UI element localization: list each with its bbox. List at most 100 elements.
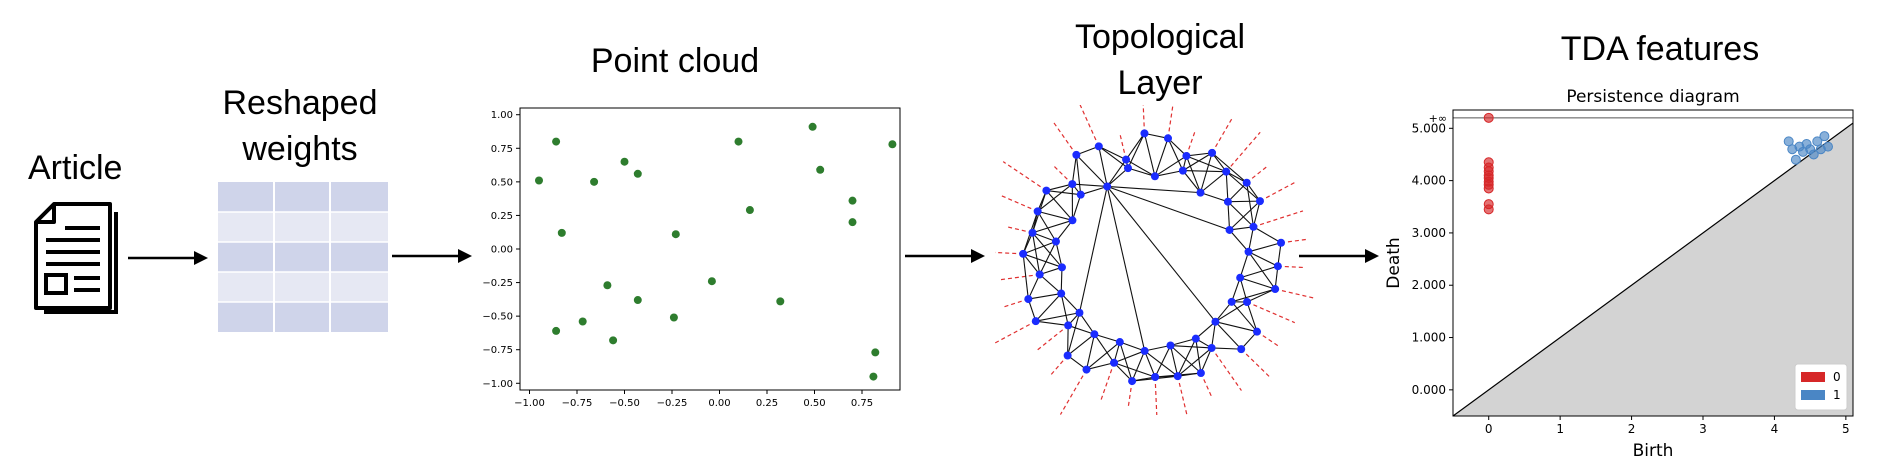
graph-edge xyxy=(1211,321,1216,349)
graph-edge xyxy=(1035,312,1080,322)
graph-edge xyxy=(1227,200,1260,203)
graph-edge xyxy=(1200,347,1213,374)
graph-edge xyxy=(1046,190,1081,196)
dashed-ray xyxy=(1200,372,1213,399)
plot-frame xyxy=(1452,109,1854,417)
scatter-point xyxy=(745,206,754,215)
graph-edge xyxy=(1144,344,1171,352)
graph-edge xyxy=(1246,182,1255,227)
y-tick-label: −0.25 xyxy=(482,278,513,289)
scatter-point xyxy=(848,218,857,227)
y-tick-label: −1.00 xyxy=(482,379,513,390)
graph-node xyxy=(1123,164,1132,173)
graph-edge xyxy=(1253,226,1282,244)
graph-node xyxy=(1163,134,1172,143)
dashed-ray xyxy=(1177,376,1188,415)
graph-edge xyxy=(1200,192,1229,203)
scatter-point xyxy=(633,169,642,178)
graph-edge xyxy=(1075,154,1108,187)
scatter-point xyxy=(557,228,566,237)
y-tick-label: 0.75 xyxy=(491,144,513,155)
graph-edge xyxy=(1107,185,1230,231)
x-tick-label: 0.75 xyxy=(851,398,873,409)
x-tick-label: 0.00 xyxy=(708,398,730,409)
graph-edge xyxy=(1032,219,1073,234)
graph-edge xyxy=(1106,167,1129,187)
graph-edge xyxy=(1113,362,1133,382)
x-tick-label: −1.00 xyxy=(514,398,545,409)
dashed-ray xyxy=(995,320,1037,344)
graph-edge xyxy=(1067,325,1069,356)
graph-node xyxy=(1273,262,1282,271)
dashed-ray xyxy=(1000,194,1038,212)
graph-edge xyxy=(1143,133,1156,177)
graph-node xyxy=(1237,345,1246,354)
x-tick-label: 5 xyxy=(1842,422,1850,436)
graph-edge xyxy=(1045,190,1073,221)
graph-edge xyxy=(1027,274,1041,300)
graph-node xyxy=(1140,346,1149,355)
scatter-point xyxy=(848,196,857,205)
x-tick-label: 0.25 xyxy=(756,398,778,409)
dashed-ray xyxy=(1154,376,1158,415)
graph-node xyxy=(1277,238,1286,247)
graph-edge xyxy=(1127,167,1156,177)
graph-edge xyxy=(1169,345,1179,377)
point-cloud-title: Point cloud xyxy=(590,42,760,80)
x-tick-label: −0.25 xyxy=(657,398,688,409)
y-tick-label: 0.00 xyxy=(491,245,513,256)
graph-edge xyxy=(1231,277,1241,303)
point-cloud-chart: −1.00 −0.75 −0.50 −0.25 0.00 0.25 0.50 0.75 1.00… xyxy=(482,107,901,409)
dashed-ray xyxy=(1059,369,1088,415)
scatter-point xyxy=(816,165,825,174)
graph-edge xyxy=(1177,338,1197,377)
graph-node xyxy=(1151,372,1160,381)
dashed-ray xyxy=(1142,105,1146,134)
graph-node xyxy=(1150,172,1159,181)
graph-node xyxy=(1223,197,1232,206)
graph-node xyxy=(1191,334,1200,343)
graph-edge xyxy=(1211,152,1248,184)
tda-features-title: TDA features xyxy=(1560,30,1760,68)
dashed-ray xyxy=(1185,129,1197,157)
graph-node xyxy=(1064,321,1073,330)
graph-edge xyxy=(1231,288,1276,303)
graph-node xyxy=(1115,338,1124,347)
y-tick-label: 5.000 xyxy=(1412,121,1446,135)
y-tick-label: 0.25 xyxy=(491,211,513,222)
y-tick-label: 1.00 xyxy=(491,110,513,121)
graph-edge xyxy=(1200,171,1227,194)
graph-node xyxy=(1075,308,1084,317)
x-axis-label: Birth xyxy=(1633,441,1674,461)
scatter-point xyxy=(609,336,618,345)
graph-edge xyxy=(1186,155,1227,173)
graph-edge xyxy=(1046,183,1073,192)
graph-edge xyxy=(1167,137,1187,157)
x-tick-label: 1 xyxy=(1556,422,1564,436)
dashed-ray xyxy=(1001,298,1029,309)
graph-edge xyxy=(1072,183,1108,188)
graph-node xyxy=(1222,167,1231,176)
topological-graph xyxy=(995,105,1315,415)
graph-node xyxy=(1068,216,1077,225)
graph-node xyxy=(1033,207,1042,216)
graph-edge xyxy=(1225,171,1229,202)
graph-node xyxy=(1271,285,1280,294)
scatter-point xyxy=(869,372,878,381)
graph-node xyxy=(1140,129,1149,138)
dashed-ray xyxy=(1259,181,1296,202)
dashed-ray xyxy=(1253,210,1304,228)
graph-edge xyxy=(1035,293,1062,322)
y-tick-label: 1.000 xyxy=(1412,331,1446,345)
graph-edge xyxy=(1195,321,1216,340)
graph-node xyxy=(1255,197,1264,206)
graph-edge xyxy=(1079,312,1095,335)
graph-edge xyxy=(1071,194,1082,221)
y-tick-label: 4.000 xyxy=(1412,174,1446,188)
graph-edge xyxy=(1032,232,1057,243)
graph-edge xyxy=(1215,321,1242,350)
graph-edge xyxy=(1154,155,1187,177)
graph-edge xyxy=(1227,201,1231,231)
dashed-ray xyxy=(1280,238,1309,244)
graph-edge xyxy=(1022,240,1057,255)
